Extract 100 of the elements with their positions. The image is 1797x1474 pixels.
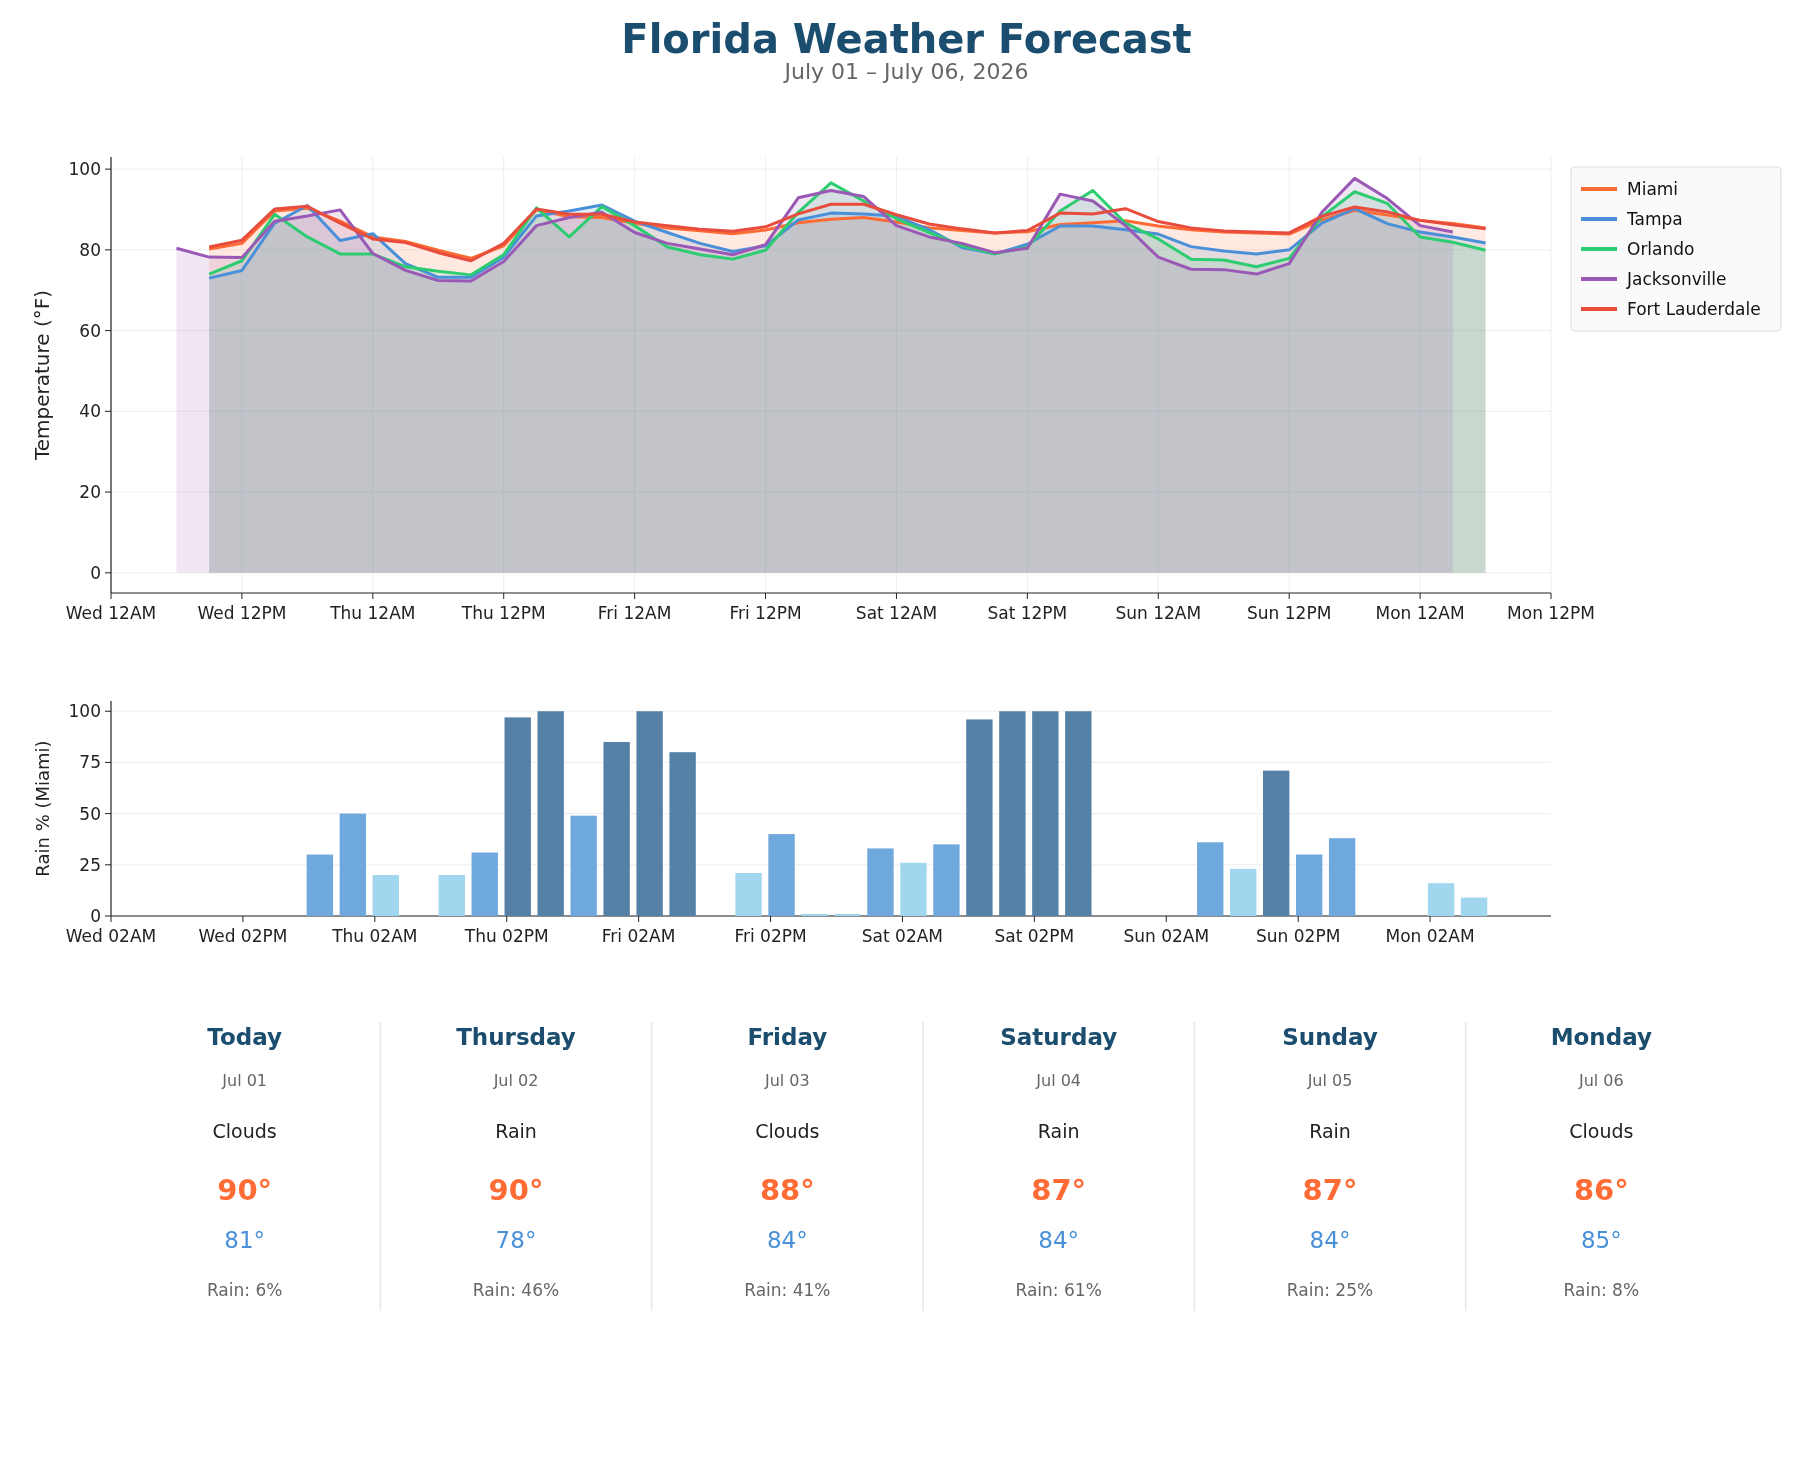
text: Rain [1037, 1120, 1080, 1142]
chart-title: Florida Weather Forecast [621, 16, 1192, 62]
bar [339, 813, 367, 916]
legend-label: Jacksonville [1626, 268, 1727, 289]
text: 85° [1580, 1227, 1622, 1253]
legend-label: Tampa [1626, 208, 1683, 229]
legend-label: Fort Lauderdale [1627, 298, 1761, 319]
x-tick-label: Thu 02AM [331, 926, 418, 946]
y-axis-title: Temperature (°F) [30, 289, 54, 462]
text: Rain: 6% [206, 1280, 283, 1300]
text: Today [207, 1024, 283, 1050]
y-tick-label: 60 [79, 320, 101, 341]
text: Rain: 8% [1563, 1280, 1640, 1300]
text: 90° [217, 1173, 273, 1207]
bar [1295, 854, 1323, 916]
bar [537, 711, 564, 916]
x-tick-label: Sun 12PM [1247, 603, 1332, 623]
text: Clouds [212, 1120, 277, 1142]
text: Thursday [456, 1024, 576, 1050]
bar [306, 854, 334, 916]
x-tick-label: Wed 02PM [198, 926, 288, 946]
bar [1460, 897, 1488, 916]
x-tick-label: Wed 02AM [65, 926, 157, 946]
x-tick-label: Sun 02AM [1123, 926, 1210, 946]
text: Jul 02 [492, 1071, 539, 1090]
text: Rain: 46% [472, 1280, 560, 1300]
line-series [207, 202, 1488, 263]
text: Jul 05 [1306, 1071, 1353, 1090]
x-tick-label: Thu 12AM [329, 603, 416, 623]
bar [999, 711, 1026, 916]
text: Rain: 25% [1286, 1280, 1374, 1300]
x-tick-label: Fri 02AM [601, 926, 676, 946]
text: 87° [1031, 1173, 1087, 1207]
x-tick-label: Mon 12AM [1375, 603, 1465, 623]
y-tick-label: 50 [79, 803, 101, 824]
text: Sunday [1282, 1024, 1378, 1050]
bar [900, 862, 927, 916]
x-tick-label: Wed 12AM [65, 603, 157, 623]
y-tick-label: 20 [79, 482, 101, 503]
bar [1263, 770, 1290, 916]
y-tick-label: 25 [79, 854, 101, 875]
y-tick-label: 0 [90, 562, 101, 583]
text: Rain [495, 1120, 537, 1142]
text: Rain: 41% [744, 1280, 831, 1300]
bar [471, 852, 498, 916]
text: Jul 03 [763, 1071, 810, 1090]
bar [372, 875, 399, 916]
legend-label: Miami [1627, 178, 1679, 199]
x-tick-label: Fri 12PM [729, 603, 802, 623]
text: Jul 06 [1577, 1071, 1624, 1090]
bar [1328, 838, 1356, 916]
bar [438, 875, 465, 916]
text: 87° [1302, 1173, 1358, 1207]
bar [570, 815, 597, 916]
x-tick-label: Thu 02PM [463, 926, 549, 946]
y-tick-label: 0 [90, 905, 101, 926]
text: 84° [1309, 1227, 1351, 1253]
text: 86° [1573, 1173, 1629, 1207]
text: Rain [1309, 1120, 1351, 1142]
y-tick-label: 40 [79, 401, 101, 422]
bar [966, 719, 993, 916]
bar [933, 844, 960, 916]
x-tick-label: Sat 12AM [855, 603, 938, 623]
x-tick-label: Mon 02AM [1385, 926, 1475, 946]
bar [504, 717, 531, 916]
text: 90° [488, 1173, 544, 1207]
bar [636, 711, 663, 916]
bar [1065, 711, 1092, 916]
text: Saturday [1000, 1024, 1118, 1050]
y-axis-title: Rain % (Miami) [32, 740, 53, 877]
text: 81° [224, 1227, 266, 1253]
x-tick-label: Sat 12PM [987, 603, 1068, 623]
text: 78° [495, 1227, 537, 1253]
text: Clouds [1569, 1120, 1634, 1142]
legend-label: Orlando [1627, 238, 1695, 259]
text: Friday [747, 1024, 828, 1050]
text: Monday [1550, 1024, 1653, 1050]
bar [735, 873, 762, 916]
bar [768, 834, 795, 916]
text: Clouds [755, 1120, 820, 1142]
text: Jul 04 [1035, 1071, 1082, 1090]
bar [1197, 842, 1224, 916]
x-tick-label: Fri 12AM [597, 603, 672, 623]
bar [834, 913, 861, 916]
x-tick-label: Fri 02PM [734, 926, 807, 946]
y-tick-label: 75 [79, 752, 101, 773]
x-tick-label: Thu 12PM [460, 603, 546, 623]
chart-subtitle: July 01 – July 06, 2026 [782, 59, 1029, 84]
text: 84° [766, 1227, 808, 1253]
bar [603, 741, 630, 916]
y-tick-label: 100 [68, 701, 101, 722]
bar [1230, 868, 1257, 916]
x-tick-label: Wed 12PM [197, 603, 287, 623]
text: 88° [759, 1173, 815, 1207]
y-tick-label: 100 [68, 159, 101, 180]
y-tick-label: 80 [79, 239, 101, 260]
x-tick-label: Mon 12PM [1507, 603, 1595, 623]
text: Jul 01 [221, 1071, 268, 1090]
bar [801, 913, 828, 916]
bar [669, 752, 696, 916]
